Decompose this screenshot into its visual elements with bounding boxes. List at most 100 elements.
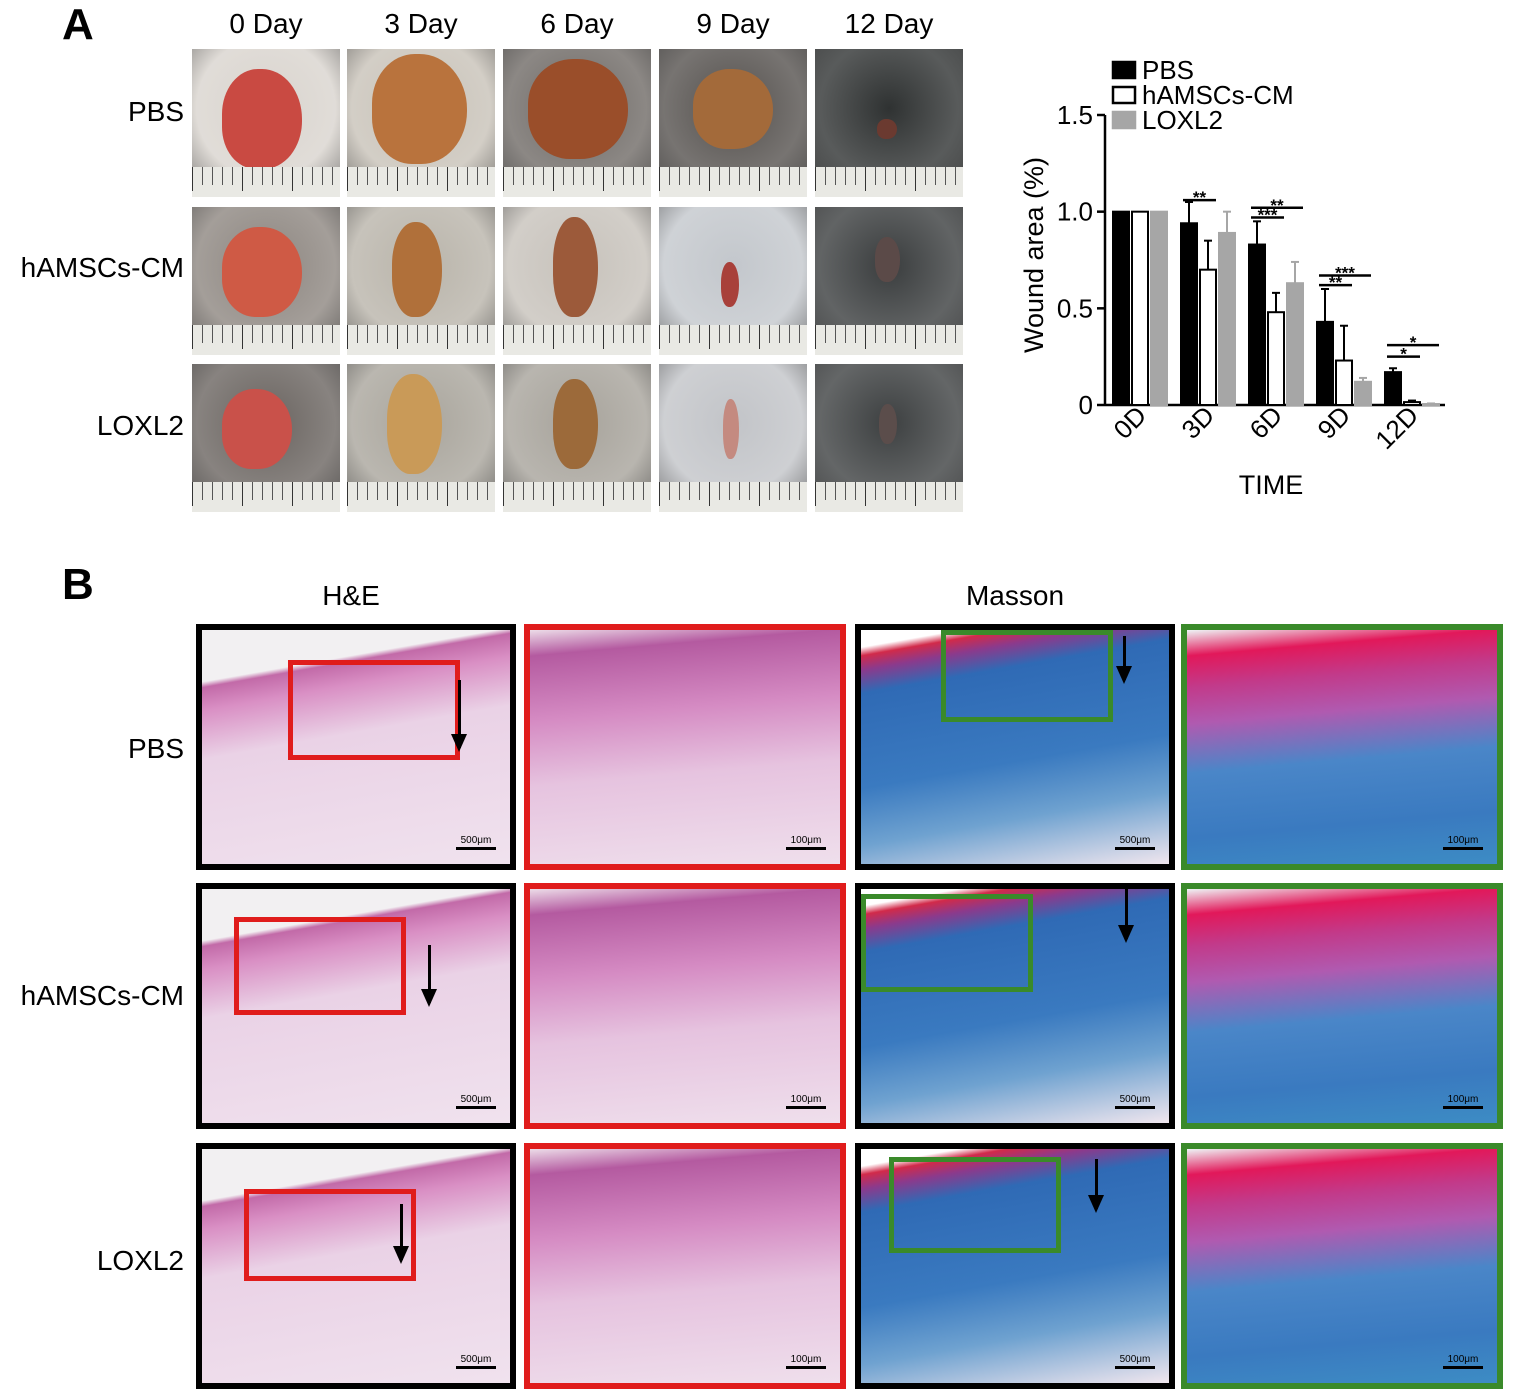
legend-swatch-LOXL2 [1111,110,1137,130]
chart-bars: 0D 3D 6D 9D 12D [1108,201,1440,455]
wound-area [222,389,292,469]
wound-photo-r2-c0 [192,364,340,512]
histology-image-r1-c3: 100μm [1181,883,1503,1129]
wound-area [392,222,442,317]
wound-photo-r1-c3 [659,207,807,355]
significance-label: * [1410,333,1417,352]
histology-image-r0-c3: 100μm [1181,624,1503,870]
bar-hAMSCs-CM-3D [1199,268,1217,406]
scale-bar: 500μm [456,1094,496,1109]
ruler [347,325,495,355]
bar-hAMSCs-CM-9D [1335,359,1353,406]
section-title-masson: Masson [965,580,1065,611]
wound-photo-r1-c0 [192,207,340,355]
wound-photo-r2-c1 [347,364,495,512]
bar-PBS-3D [1180,222,1198,406]
wound-photo-r1-c2 [503,207,651,355]
y-tick-label: 1.0 [1057,197,1093,227]
column-header-0: 0 Day [229,8,303,39]
legend-label-hAMSCs-CM: hAMSCs-CM [1142,80,1294,110]
x-tick-label: 3D [1176,400,1221,445]
histology-image-r2-c2: 500μm [855,1143,1175,1389]
y-tick-label: 0.5 [1057,293,1093,323]
column-header-4: 12 Day [844,8,934,39]
scale-bar: 500μm [1115,1354,1155,1369]
wound-area [553,217,598,317]
photo-row-label-0: PBS [127,96,184,127]
y-tick-label: 0 [1079,390,1093,420]
wound-area [723,399,739,459]
wound-area [875,237,900,282]
histology-row-label-1: hAMSCs-CM [20,980,184,1011]
section-title-he: H&E [322,580,380,611]
scale-bar: 100μm [786,1094,826,1109]
significance-label: ** [1329,273,1343,292]
wound-photo-r1-c1 [347,207,495,355]
legend-swatch-PBS [1111,60,1137,80]
arrow-icon [451,680,467,752]
x-tick-label: 6D [1244,400,1289,445]
significance-label: *** [1258,205,1278,224]
y-tick-label: 1.5 [1057,100,1093,130]
scale-bar: 500μm [456,1354,496,1369]
photo-row-label-2: LOXL2 [96,410,184,441]
ruler [815,325,963,355]
zoom-region-box [889,1157,1061,1253]
wound-photo-r2-c3 [659,364,807,512]
legend-swatch-hAMSCs-CM [1111,85,1137,105]
scale-bar: 100μm [786,1354,826,1369]
chart-axes: 0 0.5 1.0 1.5 [1057,100,1445,420]
zoom-region-box [244,1189,416,1281]
bar-hAMSCs-CM-0D [1131,210,1149,406]
wound-area-chart: 00.51.01.5 0D 3D 6D 9D 12D ************** PB… [1019,55,1445,500]
wound-photo-r2-c2 [503,364,651,512]
scale-bar: 100μm [786,835,826,850]
histology-image-r0-c0: 500μm [196,624,516,870]
ruler [192,325,340,355]
scale-bar: 500μm [456,835,496,850]
wound-photo-r2-c4 [815,364,963,512]
histology-row-label-2: LOXL2 [96,1245,184,1276]
histology-image-r1-c2: 500μm [855,883,1175,1129]
bar-hAMSCs-CM-6D [1267,311,1285,407]
significance-label: ** [1193,188,1207,207]
wound-photo-r0-c0 [192,49,340,197]
ruler [659,167,807,197]
wound-area [879,404,897,444]
ruler [192,167,340,197]
wound-photo-r0-c2 [503,49,651,197]
bar-LOXL2-0D [1150,210,1168,406]
y-axis-label: Wound area (%) [1019,157,1049,353]
arrow-icon [393,1204,409,1264]
arrow-icon [421,945,437,1007]
photo-row-label-1: hAMSCs-CM [20,252,184,283]
ruler [815,167,963,197]
ruler [192,482,340,512]
ruler [347,482,495,512]
wound-area [553,379,598,469]
wound-photo-r0-c1 [347,49,495,197]
zoom-region-box [941,630,1113,722]
arrow-icon [1088,1159,1104,1213]
panel-a-letter: A [62,0,94,49]
wound-area [693,69,773,149]
ruler [815,482,963,512]
ruler [347,167,495,197]
histology-image-r2-c3: 100μm [1181,1143,1503,1389]
wound-photo-r0-c4 [815,49,963,197]
histology-image-r1-c0: 500μm [196,883,516,1129]
ruler [503,167,651,197]
histology-image-r2-c1: 100μm [524,1143,846,1389]
bar-PBS-6D [1248,243,1266,406]
histology-image-r1-c1: 100μm [524,883,846,1129]
histology-image-r0-c1: 100μm [524,624,846,870]
zoom-region-box [288,660,460,760]
significance-label: *** [1335,263,1355,282]
wound-area [387,374,442,474]
bar-LOXL2-3D [1218,231,1236,406]
bar-PBS-12D [1384,371,1402,406]
significance-label: ** [1270,196,1284,215]
scale-bar: 100μm [1443,835,1483,850]
ruler [503,482,651,512]
